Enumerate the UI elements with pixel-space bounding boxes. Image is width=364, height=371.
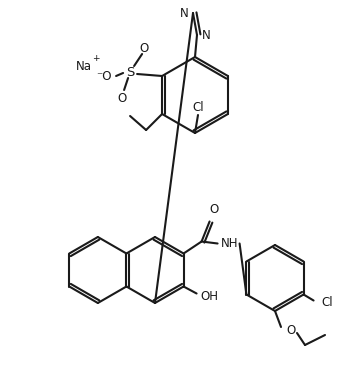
Text: O: O [139,42,149,55]
Text: NH: NH [221,237,238,250]
Text: ⁻O: ⁻O [96,69,112,82]
Text: +: + [92,53,100,62]
Text: O: O [209,203,218,216]
Text: Cl: Cl [322,296,333,309]
Text: OH: OH [201,290,218,303]
Text: S: S [126,66,134,79]
Text: Na: Na [76,59,92,72]
Text: O: O [118,92,127,105]
Text: Cl: Cl [192,101,204,114]
Text: N: N [179,7,189,20]
Text: N: N [202,29,210,42]
Text: O: O [286,325,296,338]
